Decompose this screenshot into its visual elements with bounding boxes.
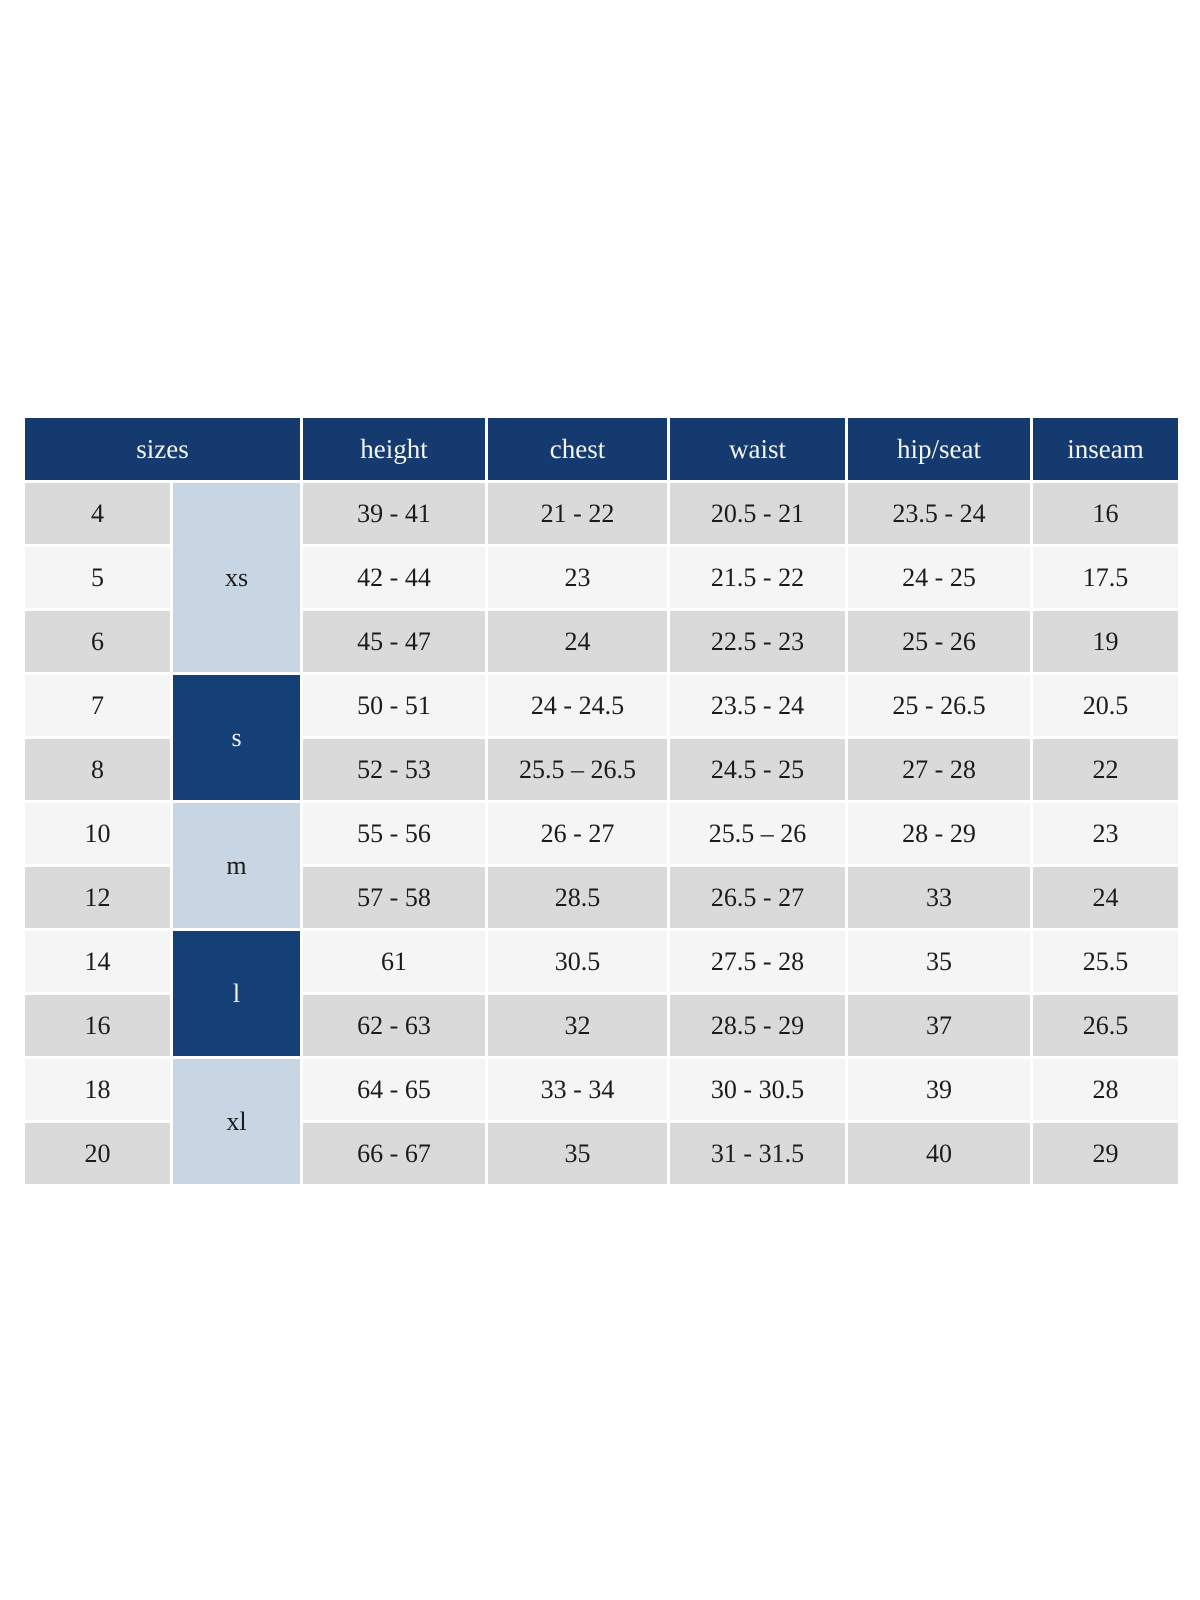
chest-cell: 24: [485, 608, 671, 675]
height-cell: 62 - 63: [300, 992, 489, 1059]
inseam-cell: 25.5: [1030, 928, 1182, 995]
hip-cell: 40: [845, 1120, 1034, 1187]
waist-cell: 28.5 - 29: [667, 992, 849, 1059]
chest-cell: 23: [485, 544, 671, 611]
chest-cell: 28.5: [485, 864, 671, 931]
height-cell: 50 - 51: [300, 672, 489, 739]
waist-cell: 20.5 - 21: [667, 480, 849, 547]
size-number-cell: 20: [22, 1120, 173, 1187]
table-row-size-10: 10 m 55 - 56 26 - 27 25.5 – 26 28 - 29 23: [22, 800, 1182, 931]
table-row-size-6: 6 45 - 47 24 22.5 - 23 25 - 26 19: [22, 608, 1182, 675]
column-header-chest: chest: [485, 415, 671, 483]
hip-cell: 35: [845, 928, 1034, 995]
inseam-cell: 23: [1030, 800, 1182, 867]
inseam-cell: 16: [1030, 480, 1182, 547]
size-number-cell: 7: [22, 672, 173, 739]
column-header-waist: waist: [667, 415, 849, 483]
table-row-size-14: 14 l 61 30.5 27.5 - 28 35 25.5: [22, 928, 1182, 1059]
table-row-size-4: 4 xs 39 - 41 21 - 22 20.5 - 21 23.5 - 24 16: [22, 480, 1182, 675]
waist-cell: 30 - 30.5: [667, 1056, 849, 1123]
height-cell: 39 - 41: [300, 480, 489, 547]
chest-cell: 30.5: [485, 928, 671, 995]
size-number-cell: 18: [22, 1056, 173, 1123]
size-number-cell: 16: [22, 992, 173, 1059]
column-header-sizes: sizes: [21, 415, 304, 483]
table-row-size-20: 20 66 - 67 35 31 - 31.5 40 29: [22, 1120, 1182, 1187]
size-chart-container: sizes height chest waist hip/seat inseam 4 xs 3…: [21, 415, 1182, 1187]
chest-cell: 24 - 24.5: [485, 672, 671, 739]
inseam-cell: 17.5: [1030, 544, 1182, 611]
height-cell: 64 - 65: [300, 1056, 489, 1123]
hip-cell: 25 - 26: [845, 608, 1034, 675]
waist-cell: 24.5 - 25: [667, 736, 849, 803]
table-row-size-8: 8 52 - 53 25.5 – 26.5 24.5 - 25 27 - 28 22: [22, 736, 1182, 803]
size-number-cell: 8: [22, 736, 173, 803]
hip-cell: 25 - 26.5: [845, 672, 1034, 739]
waist-cell: 31 - 31.5: [667, 1120, 849, 1187]
height-cell: 61: [300, 928, 489, 995]
size-group-cell-m: m: [169, 800, 304, 931]
height-cell: 45 - 47: [300, 608, 489, 675]
inseam-cell: 24: [1030, 864, 1182, 931]
table-row-size-12: 12 57 - 58 28.5 26.5 - 27 33 24: [22, 864, 1182, 931]
table-row-size-18: 18 xl 64 - 65 33 - 34 30 - 30.5 39 28: [22, 1056, 1182, 1187]
hip-cell: 33: [845, 864, 1034, 931]
chest-cell: 35: [485, 1120, 671, 1187]
size-chart-table: sizes height chest waist hip/seat inseam 4 xs 3…: [21, 415, 1182, 1187]
hip-cell: 24 - 25: [845, 544, 1034, 611]
table-row-size-5: 5 42 - 44 23 21.5 - 22 24 - 25 17.5: [22, 544, 1182, 611]
size-number-cell: 5: [22, 544, 173, 611]
size-group-cell-s: s: [169, 672, 304, 803]
inseam-cell: 20.5: [1030, 672, 1182, 739]
column-header-inseam: inseam: [1030, 415, 1182, 483]
size-number-cell: 10: [22, 800, 173, 867]
waist-cell: 21.5 - 22: [667, 544, 849, 611]
size-number-cell: 4: [22, 480, 173, 547]
size-number-cell: 6: [22, 608, 173, 675]
hip-cell: 28 - 29: [845, 800, 1034, 867]
chest-cell: 32: [485, 992, 671, 1059]
hip-cell: 39: [845, 1056, 1034, 1123]
size-group-cell-l: l: [169, 928, 304, 1059]
hip-cell: 23.5 - 24: [845, 480, 1034, 547]
waist-cell: 25.5 – 26: [667, 800, 849, 867]
height-cell: 66 - 67: [300, 1120, 489, 1187]
table-row-size-7: 7 s 50 - 51 24 - 24.5 23.5 - 24 25 - 26.5 20.5: [22, 672, 1182, 803]
header-row: sizes height chest waist hip/seat inseam: [21, 415, 1182, 483]
column-header-height: height: [300, 415, 489, 483]
hip-cell: 27 - 28: [845, 736, 1034, 803]
chest-cell: 33 - 34: [485, 1056, 671, 1123]
height-cell: 57 - 58: [300, 864, 489, 931]
size-group-cell-xl: xl: [169, 1056, 304, 1187]
hip-cell: 37: [845, 992, 1034, 1059]
inseam-cell: 26.5: [1030, 992, 1182, 1059]
inseam-cell: 29: [1030, 1120, 1182, 1187]
size-number-cell: 12: [22, 864, 173, 931]
height-cell: 52 - 53: [300, 736, 489, 803]
chest-cell: 25.5 – 26.5: [485, 736, 671, 803]
height-cell: 55 - 56: [300, 800, 489, 867]
table-row-size-16: 16 62 - 63 32 28.5 - 29 37 26.5: [22, 992, 1182, 1059]
inseam-cell: 19: [1030, 608, 1182, 675]
chest-cell: 21 - 22: [485, 480, 671, 547]
inseam-cell: 22: [1030, 736, 1182, 803]
inseam-cell: 28: [1030, 1056, 1182, 1123]
column-header-hip-seat: hip/seat: [845, 415, 1034, 483]
size-number-cell: 14: [22, 928, 173, 995]
waist-cell: 27.5 - 28: [667, 928, 849, 995]
waist-cell: 26.5 - 27: [667, 864, 849, 931]
waist-cell: 23.5 - 24: [667, 672, 849, 739]
waist-cell: 22.5 - 23: [667, 608, 849, 675]
height-cell: 42 - 44: [300, 544, 489, 611]
chest-cell: 26 - 27: [485, 800, 671, 867]
table-header: sizes height chest waist hip/seat inseam: [21, 415, 1182, 483]
table-body: 4 xs 39 - 41 21 - 22 20.5 - 21 23.5 - 24 16 5 42…: [22, 480, 1182, 1187]
size-group-cell-xs: xs: [169, 480, 304, 675]
